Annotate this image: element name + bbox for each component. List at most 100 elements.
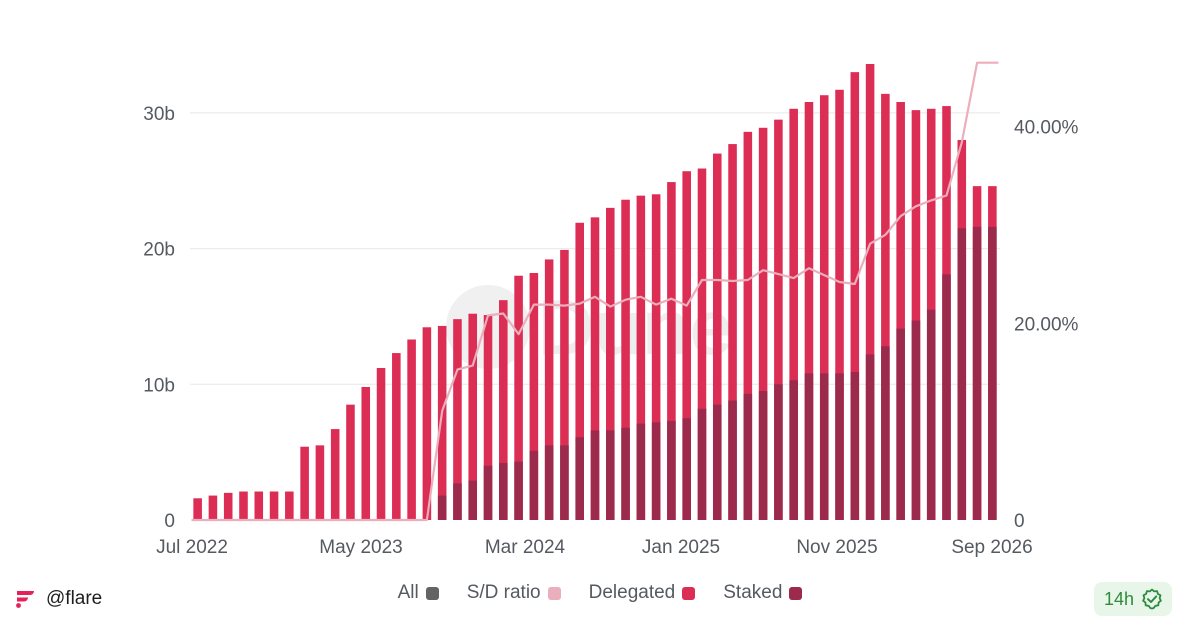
- y-axis-left: 0 10b 20b 30b: [143, 104, 175, 532]
- delegated-bar: [636, 195, 646, 520]
- delegated-bar: [376, 368, 386, 520]
- delegated-bar: [743, 131, 753, 520]
- staked-bar: [758, 391, 768, 520]
- delegated-bar: [468, 313, 478, 520]
- delegated-bar: [437, 325, 447, 520]
- sd-ratio-line: [191, 61, 999, 522]
- staked-bar: [865, 354, 875, 520]
- x-tick-label: Mar 2024: [485, 537, 566, 558]
- legend-item-sd-ratio[interactable]: S/D ratio: [467, 582, 561, 604]
- y-left-tick-label: 10b: [143, 375, 175, 396]
- legend-label: All: [397, 582, 419, 603]
- y-right-tick-label: 20.00%: [1014, 314, 1079, 335]
- delegated-bar: [407, 339, 416, 520]
- delegated-bar: [804, 102, 814, 520]
- legend-item-staked[interactable]: Staked: [723, 582, 803, 604]
- delegated-bar: [285, 491, 294, 520]
- delegated-bar: [758, 127, 768, 521]
- delegated-bar: [850, 72, 860, 521]
- delegated-bar: [223, 492, 233, 520]
- staked-bar: [560, 445, 569, 520]
- delegated-bar: [575, 222, 584, 521]
- delegated-bar: [330, 429, 340, 520]
- x-tick-label: Sep 2026: [951, 537, 1032, 558]
- account-name: @flare: [46, 588, 103, 609]
- staked-bar: [911, 320, 921, 520]
- legend-item-all[interactable]: All: [398, 582, 439, 604]
- staked-bar: [636, 423, 646, 520]
- staked-bar: [437, 495, 447, 520]
- y-left-tick-label: 0: [164, 511, 175, 532]
- staked-bar: [544, 445, 554, 520]
- staked-bar: [819, 373, 829, 520]
- verified-check-icon: [1142, 588, 1162, 610]
- account-link[interactable]: @flare: [14, 588, 102, 610]
- delegated-bar: [529, 273, 539, 520]
- delegated-bar: [254, 491, 264, 520]
- staked-bar: [682, 418, 691, 520]
- staked-bar: [835, 373, 844, 520]
- delegated-bar: [819, 95, 829, 520]
- legend-label: Staked: [723, 582, 783, 603]
- delegated-bar: [208, 495, 218, 520]
- staked-bar: [667, 420, 676, 520]
- delegated-bar: [453, 319, 462, 520]
- staked-bar: [453, 483, 462, 520]
- x-tick-label: Jul 2022: [156, 537, 228, 558]
- staked-bar: [972, 226, 982, 520]
- staked-bar: [881, 346, 890, 520]
- staked-bar: [606, 430, 615, 520]
- staked-bar: [468, 480, 478, 520]
- y-axis-right: 0 20.00% 40.00%: [1014, 118, 1079, 532]
- staked-bar: [896, 328, 905, 520]
- legend: All S/D ratio Delegated Staked: [0, 580, 1200, 606]
- freshness-badge[interactable]: 14h: [1094, 582, 1173, 616]
- staked-bar: [575, 437, 584, 520]
- delegated-bar: [544, 259, 554, 520]
- staked-bar: [988, 226, 997, 520]
- staked-bars: [437, 226, 997, 520]
- delegated-bar: [896, 102, 905, 520]
- legend-item-delegated[interactable]: Delegated: [589, 582, 696, 604]
- delegated-bar: [346, 404, 355, 520]
- staked-bar: [590, 430, 600, 520]
- delegated-bar: [269, 491, 279, 520]
- delegated-bar: [865, 64, 875, 520]
- staked-bar: [957, 228, 967, 520]
- delegated-bar: [483, 315, 493, 520]
- staked-bar: [728, 400, 737, 520]
- delegated-bar: [712, 153, 722, 521]
- delegated-bar: [881, 93, 890, 520]
- staked-bar: [942, 274, 951, 520]
- staked-bar: [697, 408, 707, 520]
- delegated-bar: [835, 89, 844, 521]
- staked-bar: [651, 422, 661, 520]
- staked-bar: [743, 393, 753, 520]
- delegated-bar: [422, 327, 432, 520]
- sd-ratio-line-group: [191, 61, 999, 522]
- legend-swatch: [789, 586, 803, 600]
- delegated-bar: [514, 275, 523, 520]
- staked-bar: [850, 372, 860, 520]
- y-right-tick-label: 40.00%: [1014, 118, 1079, 139]
- legend-swatch: [425, 586, 439, 600]
- staked-bar: [529, 450, 539, 520]
- staked-bar: [804, 373, 814, 520]
- delegated-bar: [911, 110, 921, 521]
- delegated-bar: [499, 300, 508, 520]
- staked-bar: [789, 380, 798, 520]
- delegated-bar: [193, 498, 202, 520]
- delegated-bar: [315, 445, 325, 520]
- x-tick-label: May 2023: [319, 537, 402, 558]
- y-right-tick-label: 0: [1014, 511, 1025, 532]
- freshness-label: 14h: [1104, 588, 1135, 609]
- delegated-bar: [667, 182, 676, 521]
- staked-bar: [926, 309, 936, 520]
- delegated-bar: [651, 194, 661, 521]
- delegated-bar: [392, 353, 401, 520]
- staked-bar: [499, 463, 508, 520]
- flare-logo-icon: [16, 591, 34, 608]
- delegated-bar: [300, 446, 309, 520]
- x-axis: Jul 2022 May 2023 Mar 2024 Jan 2025 Nov 2025…: [156, 537, 1033, 558]
